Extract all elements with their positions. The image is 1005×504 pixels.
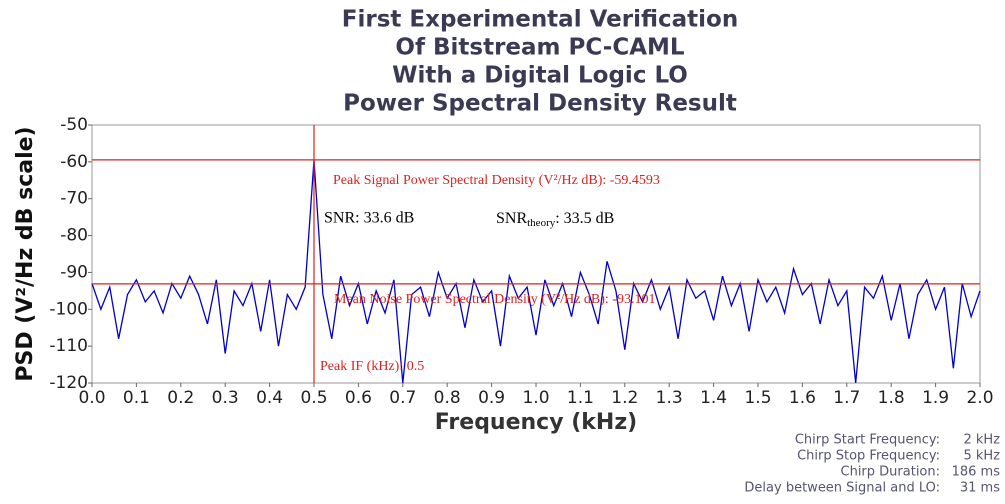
- x-tick-label: 0.3: [212, 388, 239, 408]
- data-line: [91, 159, 981, 384]
- chart-title: First Experimental Verification: [342, 7, 738, 33]
- x-tick-label: 1.3: [656, 388, 683, 408]
- x-tick-label: 0.5: [300, 388, 327, 408]
- x-tick-label: 0.7: [389, 388, 416, 408]
- x-tick-label: 1.8: [878, 388, 905, 408]
- x-tick-label: 1.0: [522, 388, 549, 408]
- chart-title: With a Digital Logic LO: [392, 63, 688, 89]
- x-axis-label: Frequency (kHz): [435, 410, 637, 435]
- x-tick-label: 0.1: [123, 388, 150, 408]
- x-tick-label: 2.0: [966, 388, 993, 408]
- x-tick-label: 0.9: [478, 388, 505, 408]
- chart-title: Power Spectral Density Result: [343, 91, 737, 117]
- x-tick-label: 1.1: [567, 388, 594, 408]
- annotation: SNRtheory: 33.5 dB: [496, 210, 614, 229]
- info-label: Chirp Duration:: [841, 465, 941, 480]
- annotation-part: SNR: [496, 210, 527, 227]
- x-tick-label: 1.9: [922, 388, 949, 408]
- x-tick-label: 1.6: [789, 388, 816, 408]
- y-tick-label: -50: [60, 115, 88, 135]
- plot-area: [91, 124, 981, 384]
- info-value: 2 kHz: [963, 433, 1000, 448]
- info-label: Chirp Stop Frequency:: [797, 449, 940, 464]
- x-tick-label: 1.5: [744, 388, 771, 408]
- x-tick-label: 0.4: [256, 388, 283, 408]
- annotation-part: theory: [527, 217, 556, 229]
- y-tick-label: -110: [49, 336, 88, 356]
- info-label: Delay between Signal and LO:: [744, 481, 940, 496]
- x-tick-label: 0.6: [345, 388, 372, 408]
- y-tick-label: -120: [49, 373, 88, 393]
- x-tick-label: 0.0: [78, 388, 105, 408]
- info-label: Chirp Start Frequency:: [795, 433, 940, 448]
- x-tick-label: 0.8: [434, 388, 461, 408]
- y-tick-label: -60: [60, 152, 88, 172]
- info-value: 186 ms: [952, 465, 1001, 480]
- y-tick-label: -90: [60, 262, 88, 282]
- x-tick-label: 1.2: [611, 388, 638, 408]
- annotation: Peak Signal Power Spectral Density (V²/H…: [333, 173, 660, 188]
- x-tick-label: 0.2: [167, 388, 194, 408]
- chart-title: Of Bitstream PC-CAML: [395, 35, 684, 61]
- info-value: 31 ms: [960, 481, 1000, 496]
- y-tick-label: -100: [49, 299, 88, 319]
- annotation: Peak IF (kHz): 0.5: [320, 359, 424, 374]
- x-tick-label: 1.7: [833, 388, 860, 408]
- x-tick-label: 1.4: [700, 388, 727, 408]
- y-tick-label: -70: [60, 189, 88, 209]
- info-value: 5 kHz: [963, 449, 1000, 464]
- y-tick-label: -80: [60, 226, 88, 246]
- annotation: Mean Noise Power Spectral Density (V²/Hz…: [334, 292, 655, 307]
- annotation: SNR: 33.6 dB: [324, 210, 414, 227]
- annotation-part: : 33.5 dB: [555, 210, 614, 227]
- y-axis-label: PSD (V²/Hz dB scale): [13, 126, 38, 381]
